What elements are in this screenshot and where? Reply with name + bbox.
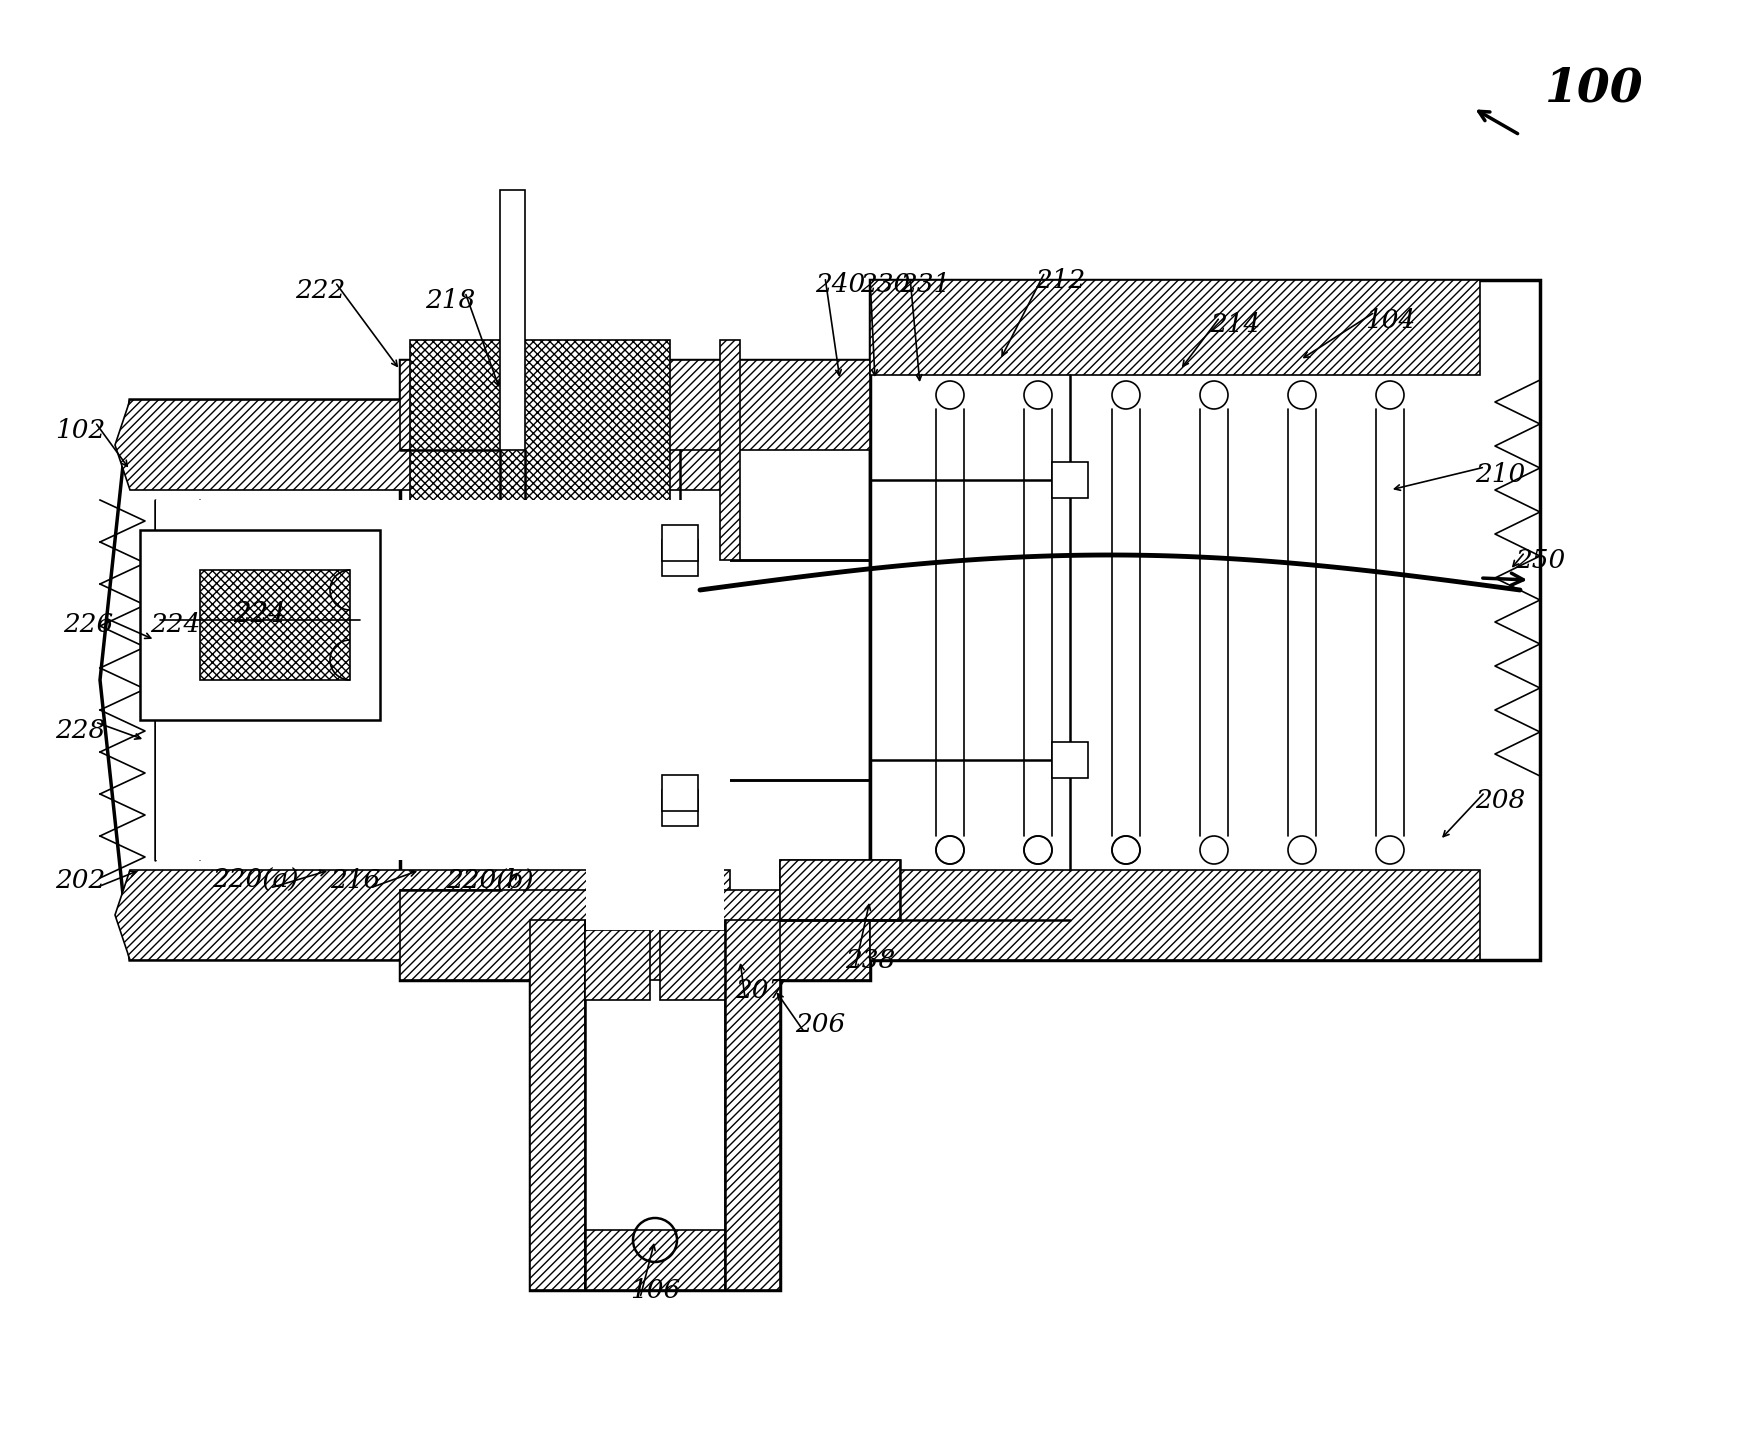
Text: 230: 230 <box>860 272 911 297</box>
Text: 226: 226 <box>63 612 114 637</box>
Polygon shape <box>100 401 730 960</box>
Bar <box>585 929 650 1000</box>
Polygon shape <box>116 401 730 490</box>
Bar <box>662 525 699 561</box>
Bar <box>531 919 585 1290</box>
Text: 210: 210 <box>1474 463 1525 487</box>
Text: 218: 218 <box>425 288 475 313</box>
Text: 104: 104 <box>1364 307 1415 333</box>
Text: 220(a): 220(a) <box>212 867 298 892</box>
Bar <box>660 929 725 1000</box>
Bar <box>399 360 870 980</box>
Bar <box>662 540 699 576</box>
Text: 214: 214 <box>1210 313 1261 337</box>
Text: 206: 206 <box>795 1013 846 1038</box>
Text: 238: 238 <box>846 948 895 973</box>
Bar <box>531 919 779 1290</box>
Bar <box>410 340 671 561</box>
Text: 106: 106 <box>630 1278 679 1303</box>
Text: 224: 224 <box>233 601 287 628</box>
Bar <box>1052 463 1087 499</box>
Text: 208: 208 <box>1474 787 1525 813</box>
Text: 207: 207 <box>735 977 784 1003</box>
Bar <box>501 190 525 450</box>
Text: 240: 240 <box>814 272 865 297</box>
Bar <box>779 860 900 919</box>
Bar <box>156 500 730 860</box>
Bar <box>870 870 1480 960</box>
Polygon shape <box>116 870 730 960</box>
Bar <box>725 919 779 1290</box>
Bar <box>587 850 723 929</box>
Text: 228: 228 <box>54 718 105 742</box>
Bar <box>779 860 900 919</box>
Text: 202: 202 <box>54 867 105 892</box>
Bar <box>662 775 699 811</box>
Bar <box>585 1231 725 1290</box>
Text: 216: 216 <box>329 867 380 892</box>
Bar <box>662 790 699 826</box>
Text: 222: 222 <box>294 278 345 303</box>
Text: 212: 212 <box>1035 268 1086 293</box>
Text: 231: 231 <box>900 272 951 297</box>
Text: 250: 250 <box>1515 548 1565 572</box>
Bar <box>870 280 1539 960</box>
Bar <box>200 571 350 680</box>
Bar <box>399 360 870 450</box>
Bar <box>1052 742 1087 778</box>
Bar <box>140 530 380 720</box>
Bar <box>720 340 741 561</box>
Text: 220(b): 220(b) <box>447 867 534 892</box>
Bar <box>870 280 1480 375</box>
Text: 224: 224 <box>151 612 200 637</box>
Text: 100: 100 <box>1544 65 1644 111</box>
Bar <box>399 891 870 980</box>
Text: 102: 102 <box>54 418 105 442</box>
